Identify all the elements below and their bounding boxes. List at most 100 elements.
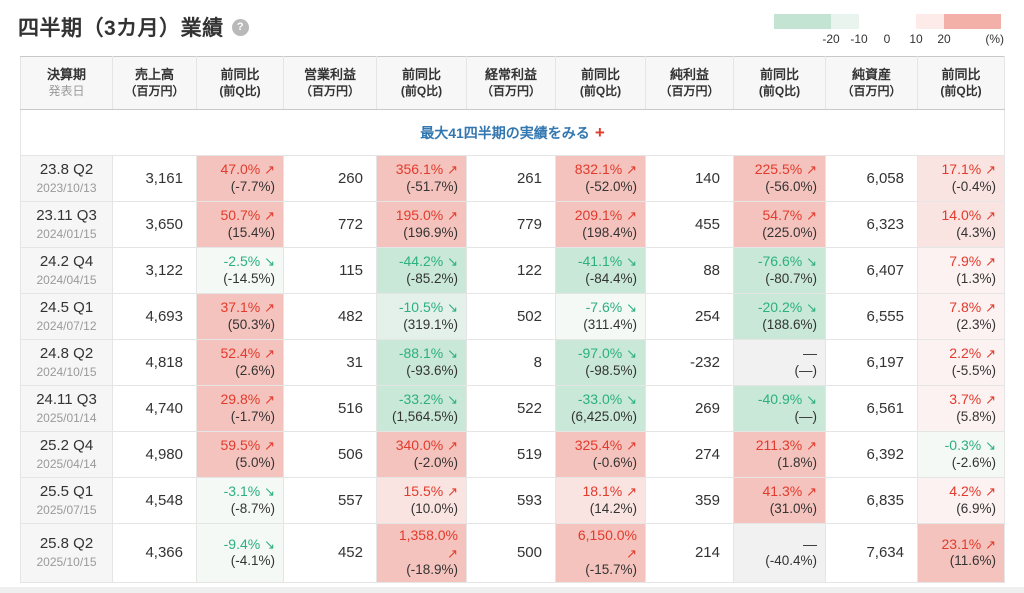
ratio-subvalue: (-40.4%) — [765, 553, 817, 569]
section-header: 四半期（3カ月）業績 ? (%) -20 -10 0 10 20 — [0, 0, 1024, 56]
trend-up-icon: ↗ — [264, 346, 275, 362]
ratio-cell: 211.3% ↗ (1.8%) — [733, 431, 826, 478]
period-cell: 25.5 Q1 2025/07/15 — [20, 477, 113, 524]
value-cell: 7,634 — [825, 523, 918, 583]
ratio-value: 50.7% — [220, 207, 261, 224]
period-label: 23.11 Q3 — [36, 206, 97, 224]
value-cell: -232 — [645, 339, 734, 386]
header-sub-label: (前Q比) — [940, 83, 982, 98]
ratio-value: -97.0% — [577, 345, 623, 362]
ratio-value: 15.5% — [403, 483, 444, 500]
value-cell: 6,835 — [825, 477, 918, 524]
table-header-cell: 前同比 (前Q比) — [733, 56, 826, 110]
ratio-value: 195.0% — [395, 207, 444, 224]
ratio-value: -40.9% — [757, 391, 803, 408]
ratio-subvalue: (-1.7%) — [230, 408, 275, 424]
ratio-cell: 325.4% ↗ (-0.6%) — [555, 431, 646, 478]
ratio-subvalue: (10.0%) — [410, 500, 458, 516]
table-row: 24.11 Q3 2025/01/14 4,740 29.8% ↗ (-1.7%) 516… — [20, 385, 1005, 432]
ratio-cell: — (-40.4%) — [733, 523, 826, 583]
table-row: 25.2 Q4 2025/04/14 4,980 59.5% ↗ (5.0%) 506 34… — [20, 431, 1005, 478]
ratio-cell: — (—) — [733, 339, 826, 386]
ratio-cell: -41.1% ↘ (-84.4%) — [555, 247, 646, 294]
period-cell: 25.2 Q4 2025/04/14 — [20, 431, 113, 478]
trend-down-icon: ↘ — [447, 254, 458, 270]
results-table: 決算期 発表日 売上高 （百万円） 前同比 (前Q比) 営業利益 （百万円） 前同比 (前Q比) 経… — [20, 56, 1005, 583]
trend-down-icon: ↘ — [985, 438, 996, 454]
ratio-subvalue: (—) — [794, 362, 818, 378]
value-cell: 593 — [466, 477, 556, 524]
ratio-value: 59.5% — [220, 437, 261, 454]
help-icon[interactable]: ? — [231, 18, 249, 36]
ratio-cell: 195.0% ↗ (196.9%) — [376, 201, 467, 248]
trend-up-icon: ↗ — [264, 392, 275, 408]
ratio-value: 3.7% — [949, 391, 982, 408]
legend-bar — [774, 14, 1004, 29]
ratio-value: 23.1% — [941, 535, 982, 552]
ratio-cell: 54.7% ↗ (225.0%) — [733, 201, 826, 248]
ratio-cell: -3.1% ↘ (-8.7%) — [196, 477, 284, 524]
expand-link[interactable]: 最大41四半期の実績をみる + — [420, 123, 605, 142]
period-label: 25.8 Q2 — [39, 535, 94, 553]
report-date: 2025/07/15 — [36, 502, 97, 517]
trend-up-icon: ↗ — [626, 438, 637, 454]
ratio-subvalue: (1.8%) — [777, 454, 817, 470]
trend-down-icon: ↘ — [806, 300, 817, 316]
value-cell: 261 — [466, 155, 556, 202]
ratio-subvalue: (-84.4%) — [585, 270, 637, 286]
value-cell: 6,323 — [825, 201, 918, 248]
trend-down-icon: ↘ — [447, 392, 458, 408]
table-header-row: 決算期 発表日 売上高 （百万円） 前同比 (前Q比) 営業利益 （百万円） 前同比 (前Q比) 経… — [20, 56, 1005, 110]
ratio-value: 7.9% — [949, 253, 982, 270]
period-label: 23.8 Q2 — [39, 160, 94, 178]
legend-tick: -10 — [850, 32, 868, 46]
ratio-subvalue: (-56.0%) — [765, 178, 817, 194]
header-main-label: 純利益 — [669, 66, 709, 82]
ratio-subvalue: (-18.9%) — [406, 562, 458, 577]
ratio-value: 29.8% — [220, 391, 261, 408]
ratio-cell: 59.5% ↗ (5.0%) — [196, 431, 284, 478]
ratio-value: 340.0% — [395, 437, 444, 454]
trend-down-icon: ↘ — [626, 300, 637, 316]
trend-down-icon: ↘ — [806, 392, 817, 408]
table-row: 23.8 Q2 2023/10/13 3,161 47.0% ↗ (-7.7%) 260 3… — [20, 155, 1005, 202]
header-sub-label: (前Q比) — [219, 83, 261, 98]
table-header-cell: 売上高 （百万円） — [112, 56, 197, 110]
value-cell: 274 — [645, 431, 734, 478]
table-row: 25.5 Q1 2025/07/15 4,548 -3.1% ↘ (-8.7%) 557 1… — [20, 477, 1005, 524]
ratio-cell: 7.8% ↗ (2.3%) — [917, 293, 1005, 340]
report-date: 2024/04/15 — [36, 272, 97, 287]
ratio-cell: 47.0% ↗ (-7.7%) — [196, 155, 284, 202]
ratio-cell: -9.4% ↘ (-4.1%) — [196, 523, 284, 583]
ratio-subvalue: (-51.7%) — [406, 178, 458, 194]
ratio-subvalue: (6,425.0%) — [570, 408, 637, 424]
ratio-subvalue: (-5.5%) — [951, 362, 996, 378]
header-sub-label: （百万円） — [659, 83, 720, 98]
ratio-value: -76.6% — [757, 253, 803, 270]
value-cell: 214 — [645, 523, 734, 583]
value-cell: 6,561 — [825, 385, 918, 432]
legend-segment — [831, 14, 859, 29]
period-cell: 23.8 Q2 2023/10/13 — [20, 155, 113, 202]
trend-down-icon: ↘ — [264, 536, 275, 552]
ratio-subvalue: (-85.2%) — [406, 270, 458, 286]
ratio-subvalue: (-8.7%) — [230, 500, 275, 516]
ratio-value: 832.1% — [574, 161, 623, 178]
legend-unit: (%) — [985, 32, 1004, 46]
header-main-label: 経常利益 — [484, 66, 537, 82]
ratio-cell: 832.1% ↗ (-52.0%) — [555, 155, 646, 202]
ratio-cell: -33.2% ↘ (1,564.5%) — [376, 385, 467, 432]
ratio-cell: 356.1% ↗ (-51.7%) — [376, 155, 467, 202]
legend-segment — [859, 14, 916, 29]
table-header-cell: 前同比 (前Q比) — [196, 56, 284, 110]
ratio-cell: 209.1% ↗ (198.4%) — [555, 201, 646, 248]
trend-up-icon: ↗ — [985, 536, 996, 552]
ratio-subvalue: (4.3%) — [956, 224, 996, 240]
trend-up-icon: ↗ — [626, 162, 637, 178]
trend-up-icon: ↗ — [806, 438, 817, 454]
ratio-cell: 41.3% ↗ (31.0%) — [733, 477, 826, 524]
report-date: 2024/10/15 — [36, 364, 97, 379]
table-header-cell: 営業利益 （百万円） — [283, 56, 377, 110]
value-cell: 772 — [283, 201, 377, 248]
ratio-cell: -33.0% ↘ (6,425.0%) — [555, 385, 646, 432]
